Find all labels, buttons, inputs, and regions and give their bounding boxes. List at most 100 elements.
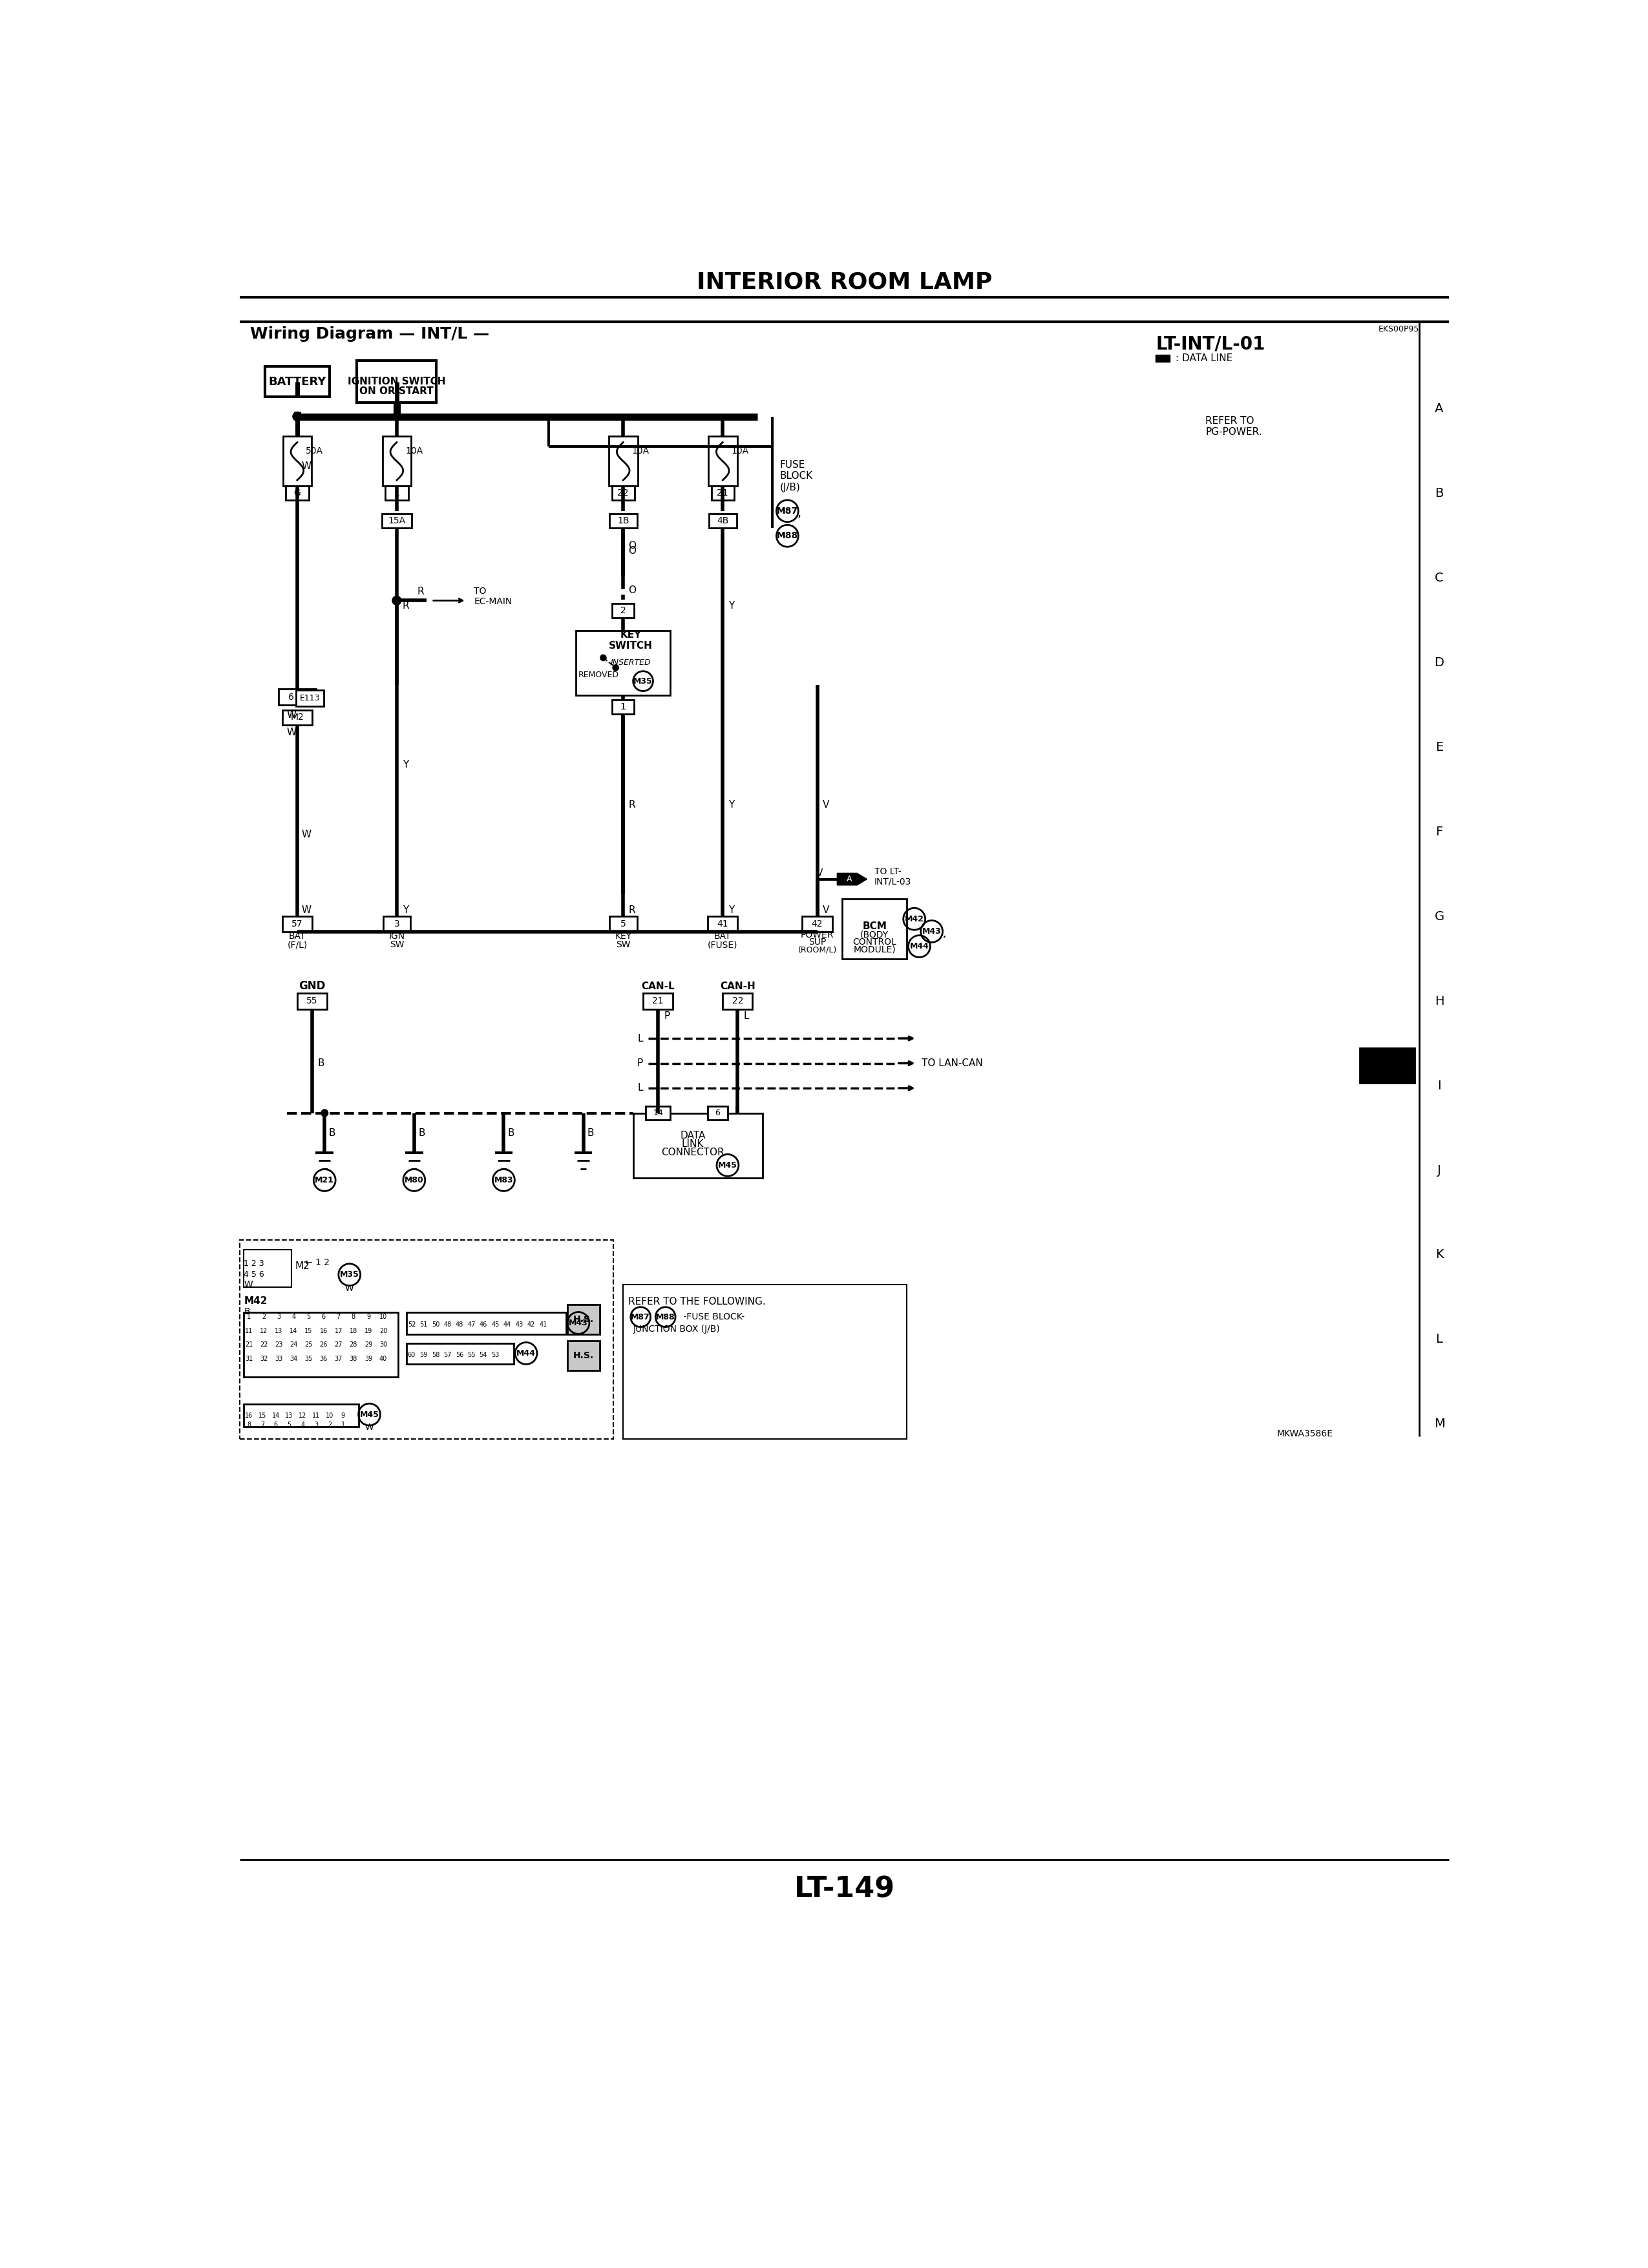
Text: 2: 2: [328, 1422, 331, 1429]
Text: 1 2 3: 1 2 3: [244, 1259, 264, 1268]
Bar: [611, 603, 634, 617]
Bar: [282, 916, 311, 932]
Text: M: M: [1434, 1418, 1445, 1431]
Text: B: B: [419, 1127, 425, 1139]
Text: 3: 3: [315, 1422, 318, 1429]
Text: Y: Y: [402, 905, 409, 914]
Text: DATA: DATA: [681, 1129, 705, 1141]
Text: M21: M21: [315, 1177, 335, 1184]
Text: 60: 60: [407, 1352, 415, 1359]
Text: 30: 30: [379, 1343, 387, 1347]
Text: .: .: [943, 928, 946, 941]
Bar: [386, 485, 409, 499]
Text: M2: M2: [295, 1261, 310, 1270]
Text: 1B: 1B: [616, 517, 630, 526]
Text: M87: M87: [776, 506, 798, 515]
Text: H: H: [1434, 996, 1444, 1007]
Text: P: P: [638, 1059, 643, 1068]
Text: V: V: [816, 869, 822, 878]
Bar: [633, 1114, 763, 1177]
Text: 47: 47: [468, 1322, 475, 1327]
Bar: [842, 898, 906, 959]
Text: ON OR START: ON OR START: [359, 388, 433, 397]
Text: 1: 1: [341, 1422, 344, 1429]
Text: R: R: [417, 587, 424, 596]
Bar: [803, 916, 832, 932]
Text: V: V: [822, 905, 829, 914]
Text: M88: M88: [776, 531, 798, 540]
Text: REFER TO THE FOLLOWING.: REFER TO THE FOLLOWING.: [628, 1297, 766, 1306]
Text: (ROOM/L): (ROOM/L): [798, 946, 837, 955]
Circle shape: [392, 596, 400, 606]
Text: TO LT-
INT/L-03: TO LT- INT/L-03: [875, 866, 911, 887]
Text: Y: Y: [728, 601, 735, 610]
Text: 52: 52: [407, 1322, 415, 1327]
Text: R: R: [628, 905, 636, 914]
Text: M2: M2: [290, 712, 303, 721]
Bar: [623, 1284, 906, 1438]
Text: M88: M88: [656, 1313, 676, 1322]
Text: 6: 6: [274, 1422, 279, 1429]
Text: 11: 11: [311, 1413, 320, 1420]
Bar: [575, 631, 671, 694]
Text: 35: 35: [305, 1356, 313, 1363]
Text: 5: 5: [287, 1422, 292, 1429]
Text: W: W: [287, 728, 297, 737]
Bar: [279, 689, 316, 705]
Text: 34: 34: [290, 1356, 298, 1363]
Circle shape: [293, 413, 302, 422]
Text: M80: M80: [404, 1177, 424, 1184]
Circle shape: [321, 1109, 328, 1116]
Text: 48: 48: [455, 1322, 463, 1327]
Bar: [567, 1340, 600, 1370]
Bar: [244, 1311, 399, 1377]
Text: 22: 22: [732, 996, 743, 1005]
Text: CAN-L: CAN-L: [641, 982, 674, 991]
Text: LT: LT: [1373, 1052, 1401, 1077]
Text: TO
EC-MAIN: TO EC-MAIN: [475, 587, 513, 606]
Text: 55: 55: [307, 996, 318, 1005]
Text: 6: 6: [715, 1109, 720, 1118]
Text: 21: 21: [717, 488, 728, 497]
Text: 20: 20: [379, 1327, 387, 1334]
Text: H.S.: H.S.: [574, 1352, 593, 1361]
Bar: [712, 485, 735, 499]
Text: 58: 58: [432, 1352, 440, 1359]
Text: 4 5 6: 4 5 6: [244, 1270, 264, 1279]
Text: I: I: [1437, 1080, 1440, 1091]
Text: 28: 28: [349, 1343, 358, 1347]
Text: KEY: KEY: [615, 932, 631, 941]
Text: 13: 13: [275, 1327, 283, 1334]
Text: 40: 40: [379, 1356, 387, 1363]
Text: A: A: [847, 875, 852, 882]
Text: 57: 57: [292, 919, 303, 928]
Bar: [567, 1304, 600, 1334]
Text: SUP: SUP: [809, 939, 826, 946]
Circle shape: [613, 665, 618, 671]
Text: KEY
SWITCH: KEY SWITCH: [608, 631, 653, 651]
Text: 11: 11: [246, 1327, 252, 1334]
Text: 3: 3: [277, 1313, 280, 1320]
Bar: [1155, 354, 1170, 361]
Bar: [407, 1343, 514, 1365]
Text: POWER: POWER: [801, 930, 834, 939]
Text: 46: 46: [480, 1322, 488, 1327]
Bar: [285, 485, 308, 499]
Text: M43: M43: [923, 928, 941, 937]
Text: 48: 48: [443, 1322, 452, 1327]
Text: 54: 54: [480, 1352, 488, 1359]
Text: 22: 22: [618, 488, 630, 497]
Text: REFER TO
PG-POWER.: REFER TO PG-POWER.: [1205, 415, 1262, 438]
Text: BAT: BAT: [714, 932, 732, 941]
Text: 9: 9: [341, 1413, 344, 1420]
Text: 17: 17: [335, 1327, 343, 1334]
Text: O: O: [628, 547, 636, 556]
Text: IGN: IGN: [389, 932, 405, 941]
Text: O: O: [628, 542, 636, 551]
Bar: [646, 1107, 671, 1120]
Text: W: W: [344, 1284, 354, 1293]
Text: E113: E113: [300, 694, 320, 703]
Text: W: W: [302, 830, 311, 839]
Text: 23: 23: [275, 1343, 283, 1347]
Text: 31: 31: [246, 1356, 252, 1363]
